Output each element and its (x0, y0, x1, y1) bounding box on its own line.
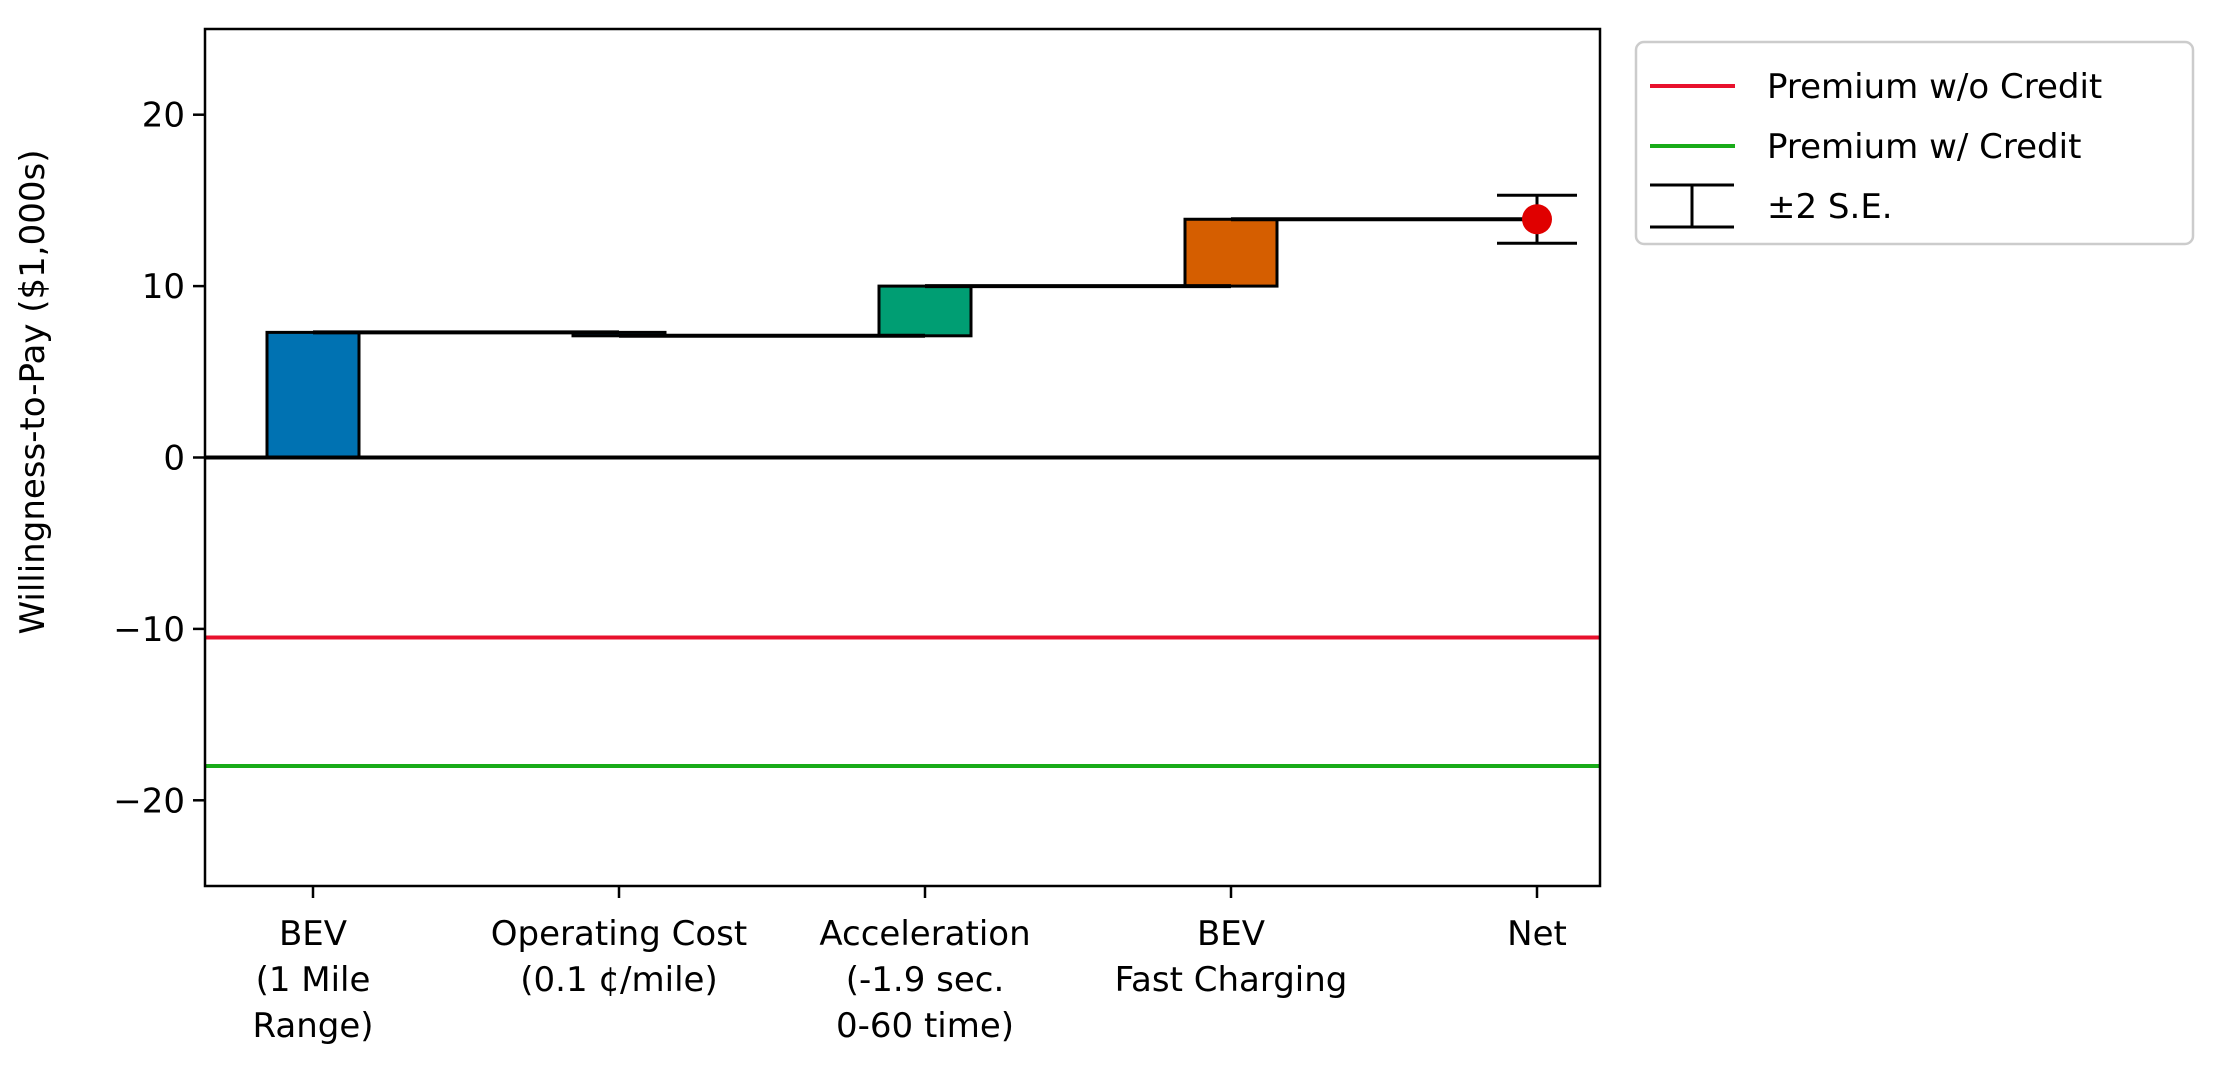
reference-lines (205, 635, 1600, 769)
x-tick-label-line: (1 Mile (256, 960, 371, 1000)
x-tick-label-line: BEV (1197, 914, 1265, 954)
connectors (205, 217, 1600, 460)
y-axis-label: Willingness-to-Pay ($1,000s) (13, 150, 53, 635)
y-tick-label: 20 (142, 96, 185, 136)
x-tick-label-line: Net (1507, 914, 1567, 954)
legend: Premium w/o Credit Premium w/ Credit ±2 S.… (1634, 40, 2195, 246)
x-tick-label-line: Acceleration (819, 914, 1030, 954)
legend-label: Premium w/ Credit (1767, 127, 2081, 167)
x-tick-label-line: 0-60 time) (836, 1006, 1014, 1046)
legend-label: ±2 S.E. (1767, 187, 1893, 227)
x-tick-label: Net (1507, 914, 1567, 954)
x-tick-label: BEV (1 Mile Range) (252, 914, 373, 1046)
legend-label: Premium w/o Credit (1767, 67, 2102, 107)
bars (265, 217, 1279, 459)
y-tick-label: −20 (113, 781, 185, 821)
bar-3 (877, 284, 973, 338)
axes: 20 10 0 −10 −20 BEV (1 Mile Range) Operating Cos… (113, 27, 1602, 1046)
x-tick-label-line: Fast Charging (1115, 960, 1348, 1000)
x-tick-label-line: (-1.9 sec. (846, 960, 1005, 1000)
net-point (1522, 204, 1552, 235)
x-tick-label: Acceleration (-1.9 sec. 0-60 time) (819, 914, 1030, 1046)
x-tick-label-line: (0.1 ¢/mile) (520, 960, 717, 1000)
x-tick-label-line: Operating Cost (491, 914, 747, 954)
y-tick-label: −10 (113, 610, 185, 650)
x-tick-label-line: BEV (279, 914, 347, 954)
x-tick-label-line: Range) (252, 1006, 373, 1046)
net-marker (1497, 193, 1577, 245)
legend-box (1634, 40, 2195, 246)
bar-1 (265, 330, 361, 459)
x-tick-label: Operating Cost (0.1 ¢/mile) (491, 914, 747, 1000)
x-tick-label: BEV Fast Charging (1115, 914, 1348, 1000)
y-tick-label: 0 (163, 439, 185, 479)
bar-4 (1183, 217, 1279, 288)
y-tick-label: 10 (142, 267, 185, 307)
